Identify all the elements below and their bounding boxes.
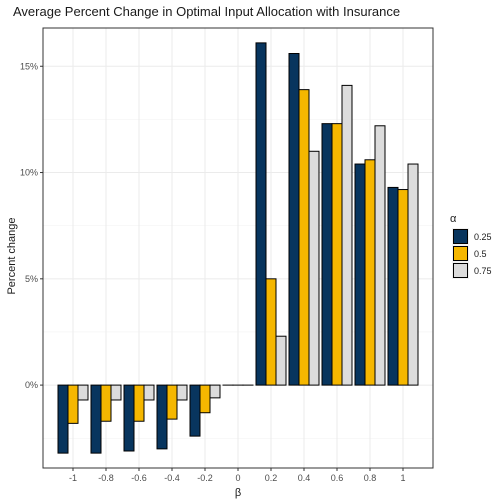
bar	[407, 163, 419, 386]
x-tick-label: -0.2	[197, 473, 213, 483]
legend-label: 0.25	[474, 232, 492, 242]
bar	[133, 384, 145, 422]
y-tick-label: 0%	[25, 380, 38, 390]
y-tick-label: 10%	[20, 168, 38, 178]
chart-title: Average Percent Change in Optimal Input …	[13, 4, 400, 19]
bar	[298, 89, 310, 386]
x-tick-label: 1	[400, 473, 405, 483]
x-tick-label: 0.6	[331, 473, 344, 483]
bar	[67, 384, 79, 424]
bar	[321, 123, 333, 386]
legend-swatch	[453, 263, 468, 278]
legend-label: 0.5	[474, 249, 487, 259]
legend: α 0.25 0.5 0.75	[450, 213, 492, 279]
y-tick-label: 5%	[25, 274, 38, 284]
bar	[77, 384, 89, 401]
axis-ticks: 0% 5% 10% 15% -1 -0.8 -0.6 -0.4 -0.2 0 0.2 0.4 0.6 0.…	[20, 61, 406, 483]
bar	[123, 384, 135, 452]
bar	[255, 42, 267, 386]
y-axis-title: Percent change	[6, 217, 18, 294]
x-tick-label: -0.8	[98, 473, 114, 483]
bar	[397, 189, 409, 386]
x-axis-title: β	[235, 487, 241, 499]
bar	[176, 384, 188, 401]
bar	[189, 384, 201, 437]
x-tick-label: -0.6	[131, 473, 147, 483]
bar	[199, 384, 211, 414]
bar	[331, 123, 343, 386]
legend-label: 0.75	[474, 266, 492, 276]
x-tick-label: 0.2	[265, 473, 278, 483]
x-tick-label: -0.4	[164, 473, 180, 483]
x-tick-label: -1	[69, 473, 77, 483]
bar	[57, 384, 69, 454]
bar	[143, 384, 155, 401]
legend-swatch	[453, 246, 468, 261]
bar	[275, 335, 287, 386]
bar	[374, 125, 386, 386]
bar	[110, 384, 122, 401]
bar	[341, 84, 353, 386]
bar	[354, 163, 366, 386]
legend-title: α	[450, 213, 457, 225]
bar	[364, 159, 376, 386]
bar	[100, 384, 112, 422]
bar	[265, 278, 277, 386]
bar	[288, 53, 300, 386]
bars	[57, 42, 419, 454]
bar	[166, 384, 178, 420]
bar	[90, 384, 102, 454]
legend-swatch	[453, 229, 468, 244]
bar	[209, 384, 221, 399]
x-tick-label: 0.4	[298, 473, 311, 483]
bar	[156, 384, 168, 450]
x-tick-label: 0	[235, 473, 240, 483]
x-tick-label: 0.8	[364, 473, 377, 483]
y-tick-label: 15%	[20, 61, 38, 71]
bar	[308, 150, 320, 386]
bar	[387, 186, 399, 386]
